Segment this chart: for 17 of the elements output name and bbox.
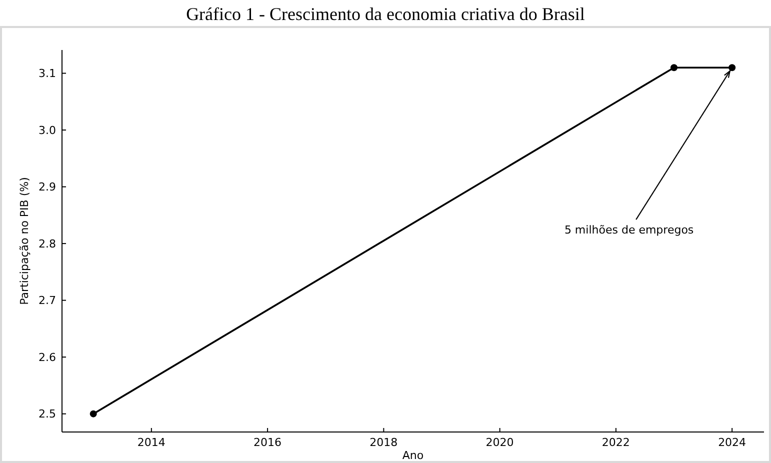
y-tick-label: 3.0 bbox=[38, 124, 56, 137]
y-tick-label: 2.5 bbox=[38, 408, 56, 421]
x-tick-label: 2016 bbox=[254, 436, 282, 449]
annotation: 5 milhões de empregos bbox=[564, 224, 694, 237]
y-tick-label: 2.8 bbox=[38, 237, 56, 250]
x-tick-label: 2018 bbox=[370, 436, 398, 449]
x-tick-label: 2014 bbox=[137, 436, 166, 449]
y-axis-title: Participação no PIB (%) bbox=[18, 177, 31, 305]
y-tick-label: 2.6 bbox=[38, 350, 56, 364]
y-tick-label: 2.7 bbox=[38, 294, 56, 308]
x-axis-title: Ano bbox=[402, 449, 424, 462]
y-tick-label: 3.1 bbox=[38, 67, 56, 80]
chart-title: Gráfico 1 - Crescimento da economia criativa do Brasil bbox=[186, 4, 585, 24]
x-tick-label: 2022 bbox=[602, 436, 630, 449]
x-tick-label: 2024 bbox=[718, 436, 746, 449]
y-tick-label: 2.9 bbox=[38, 180, 56, 194]
x-tick-label: 2020 bbox=[486, 436, 514, 449]
